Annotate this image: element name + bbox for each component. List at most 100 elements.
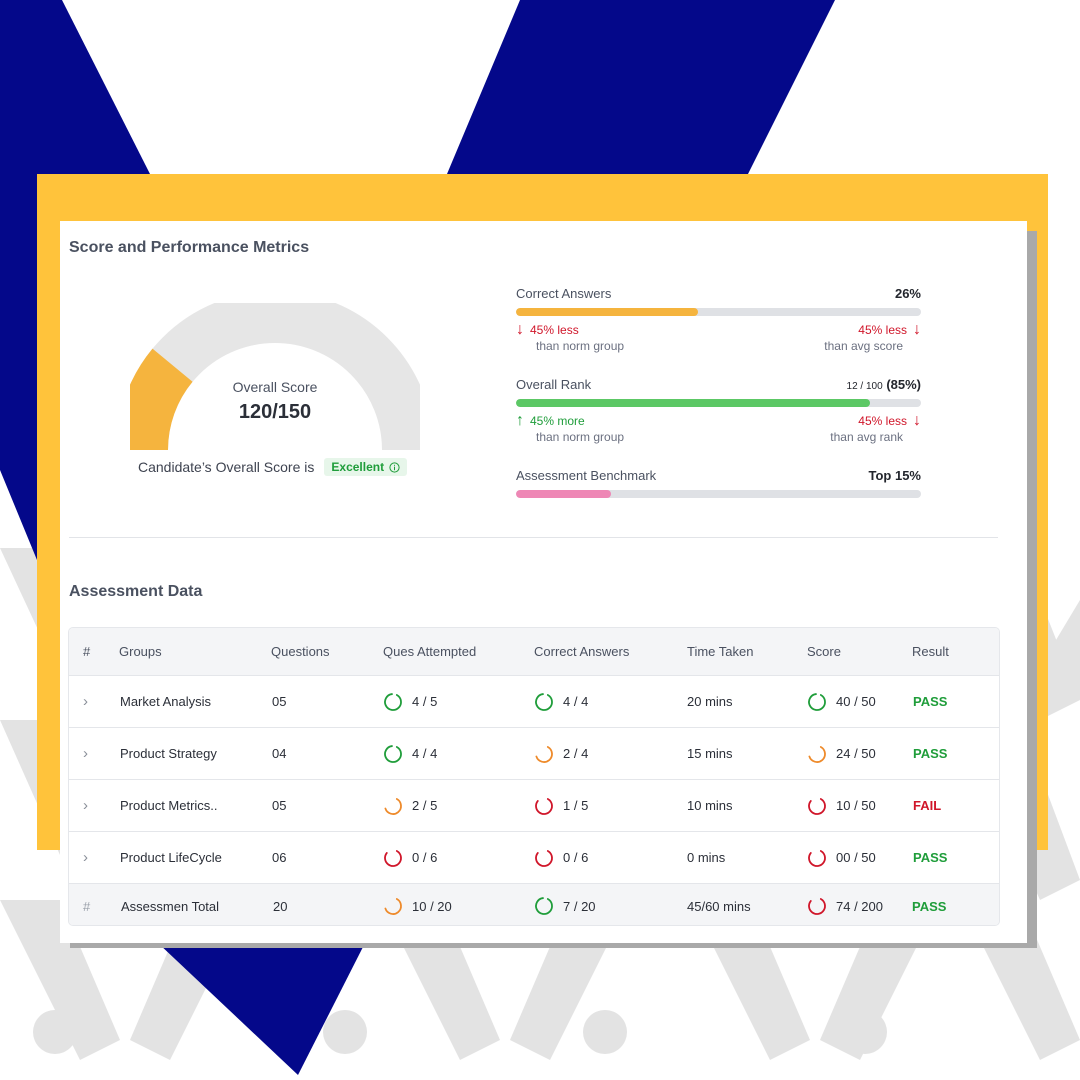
navy-v-shape	[0, 0, 835, 1075]
column-header[interactable]: Ques Attempted	[383, 644, 477, 659]
metric-value: 26%	[894, 286, 921, 301]
comparison-subtext: than norm group	[536, 339, 625, 353]
progress-ring-icon	[535, 745, 553, 763]
column-header[interactable]: Time Taken	[687, 644, 754, 659]
comparison-norm-group: ↑ 45% more than norm group	[516, 412, 625, 445]
questions-count: 04	[272, 746, 287, 761]
arrow-down-icon: ↓	[516, 321, 524, 338]
section-divider	[69, 537, 998, 538]
progress-ring-icon	[535, 897, 553, 915]
group-name: Market Analysis	[120, 694, 212, 709]
progress-ring-icon	[384, 898, 402, 915]
metric-name: Overall Rank	[516, 377, 592, 392]
time-taken: 10 mins	[687, 798, 733, 813]
progress-ring-icon	[808, 849, 826, 867]
rank-percent: (85%)	[886, 377, 921, 392]
attempted-value: 2 / 5	[412, 798, 438, 813]
progress-ring-icon	[384, 849, 402, 867]
score-cell: 40 / 50	[807, 676, 876, 727]
metric-name: Assessment Benchmark	[516, 468, 657, 483]
chevron-right-icon[interactable]: ›	[83, 849, 88, 866]
comparison-norm-group: ↓ 45% less than norm group	[516, 321, 625, 354]
verdict-badge-label: Excellent	[331, 460, 385, 474]
column-header[interactable]: Result	[912, 644, 949, 659]
total-score-cell: 74 / 200	[807, 884, 883, 925]
arrow-up-icon: ↑	[516, 412, 524, 429]
result-badge: FAIL	[913, 798, 942, 813]
score-value: 40 / 50	[836, 694, 876, 709]
total-attempted: 10 / 20	[412, 898, 452, 914]
table-row[interactable]: › Product Strategy 04 4 / 4 2 / 4 15 min…	[69, 728, 999, 780]
metric-name: Correct Answers	[516, 286, 612, 301]
comparison-subtext: than norm group	[536, 430, 625, 444]
table-row[interactable]: › Product LifeCycle 06 0 / 6 0 / 6 0 min…	[69, 832, 999, 884]
comparison-subtext: than avg rank	[830, 430, 903, 444]
total-hash: #	[83, 898, 91, 914]
group-name: Product LifeCycle	[120, 850, 222, 865]
correct-cell: 1 / 5	[534, 780, 588, 831]
progress-ring-icon	[808, 898, 826, 915]
total-correct: 7 / 20	[563, 898, 596, 914]
total-questions: 20	[273, 898, 288, 914]
table-row[interactable]: › Market Analysis 05 4 / 5 4 / 4 20 mins…	[69, 676, 999, 728]
metric-correct-answers: Correct Answers 26% ↓ 45% less than norm …	[516, 286, 921, 359]
assessment-table: # Groups Questions Ques Attempted Correc…	[68, 627, 1000, 926]
total-time: 45/60 mins	[687, 898, 751, 914]
questions-count: 06	[272, 850, 287, 865]
correct-cell: 4 / 4	[534, 676, 588, 727]
correct-value: 4 / 4	[563, 694, 589, 709]
correct-value: 0 / 6	[563, 850, 589, 865]
group-name: Product Strategy	[120, 746, 217, 761]
gauge-fill	[130, 348, 194, 451]
score-cell: 24 / 50	[807, 728, 876, 779]
questions-count: 05	[272, 798, 287, 813]
score-cell: 00 / 50	[807, 832, 876, 883]
chevron-right-icon[interactable]: ›	[83, 797, 88, 814]
total-correct-cell: 7 / 20	[534, 884, 596, 925]
metric-overall-rank: Overall Rank 12 / 100 (85%) ↑ 45% more th…	[516, 377, 921, 450]
progress-ring-icon	[808, 797, 826, 815]
verdict-badge: Excellent	[324, 458, 408, 476]
metric-value: Top 15%	[868, 468, 922, 483]
attempted-cell: 0 / 6	[383, 832, 437, 883]
time-taken: 15 mins	[687, 746, 733, 761]
section-title-assessment: Assessment Data	[69, 583, 203, 600]
result-badge: PASS	[913, 694, 948, 709]
comparison-text: 45% less	[530, 323, 579, 337]
attempted-value: 4 / 5	[412, 694, 438, 709]
progress-bar	[516, 308, 921, 316]
column-header: #	[83, 644, 91, 659]
progress-ring-icon	[808, 745, 826, 763]
correct-cell: 2 / 4	[534, 728, 588, 779]
progress-ring-icon	[384, 797, 402, 815]
attempted-cell: 4 / 5	[383, 676, 437, 727]
progress-bar	[516, 399, 921, 407]
verdict-row: Candidate’s Overall Score is Excellent	[138, 457, 408, 477]
column-header[interactable]: Groups	[119, 644, 162, 659]
comparison-avg-score: 45% less ↓ than avg score	[824, 321, 921, 354]
table-header-row: # Groups Questions Ques Attempted Correc…	[69, 628, 999, 676]
progress-ring-icon	[384, 744, 402, 763]
total-result: PASS	[912, 898, 947, 914]
total-attempted-cell: 10 / 20	[383, 884, 452, 925]
gauge-label: Overall Score	[232, 379, 318, 395]
table-row[interactable]: › Product Metrics.. 05 2 / 5 1 / 5 10 mi…	[69, 780, 999, 832]
rank-fraction: 12 / 100	[846, 381, 883, 392]
progress-ring-icon	[808, 692, 826, 711]
comparison-text: 45% less	[858, 323, 907, 337]
progress-ring-icon	[535, 849, 553, 867]
arrow-down-icon: ↓	[913, 321, 921, 338]
total-label: Assessmen Total	[121, 898, 220, 914]
comparison-text: 45% more	[530, 414, 585, 428]
progress-bar-fill	[516, 490, 612, 498]
column-header[interactable]: Questions	[271, 644, 330, 659]
chevron-right-icon[interactable]: ›	[83, 693, 88, 710]
info-icon[interactable]	[389, 461, 400, 473]
column-header[interactable]: Score	[807, 644, 841, 659]
chevron-right-icon[interactable]: ›	[83, 745, 88, 762]
time-taken: 20 mins	[687, 694, 733, 709]
progress-bar	[516, 490, 921, 498]
verdict-text: Candidate’s Overall Score is	[138, 459, 315, 475]
comparison-avg-rank: 45% less ↓ than avg rank	[830, 413, 921, 445]
column-header[interactable]: Correct Answers	[534, 644, 630, 659]
